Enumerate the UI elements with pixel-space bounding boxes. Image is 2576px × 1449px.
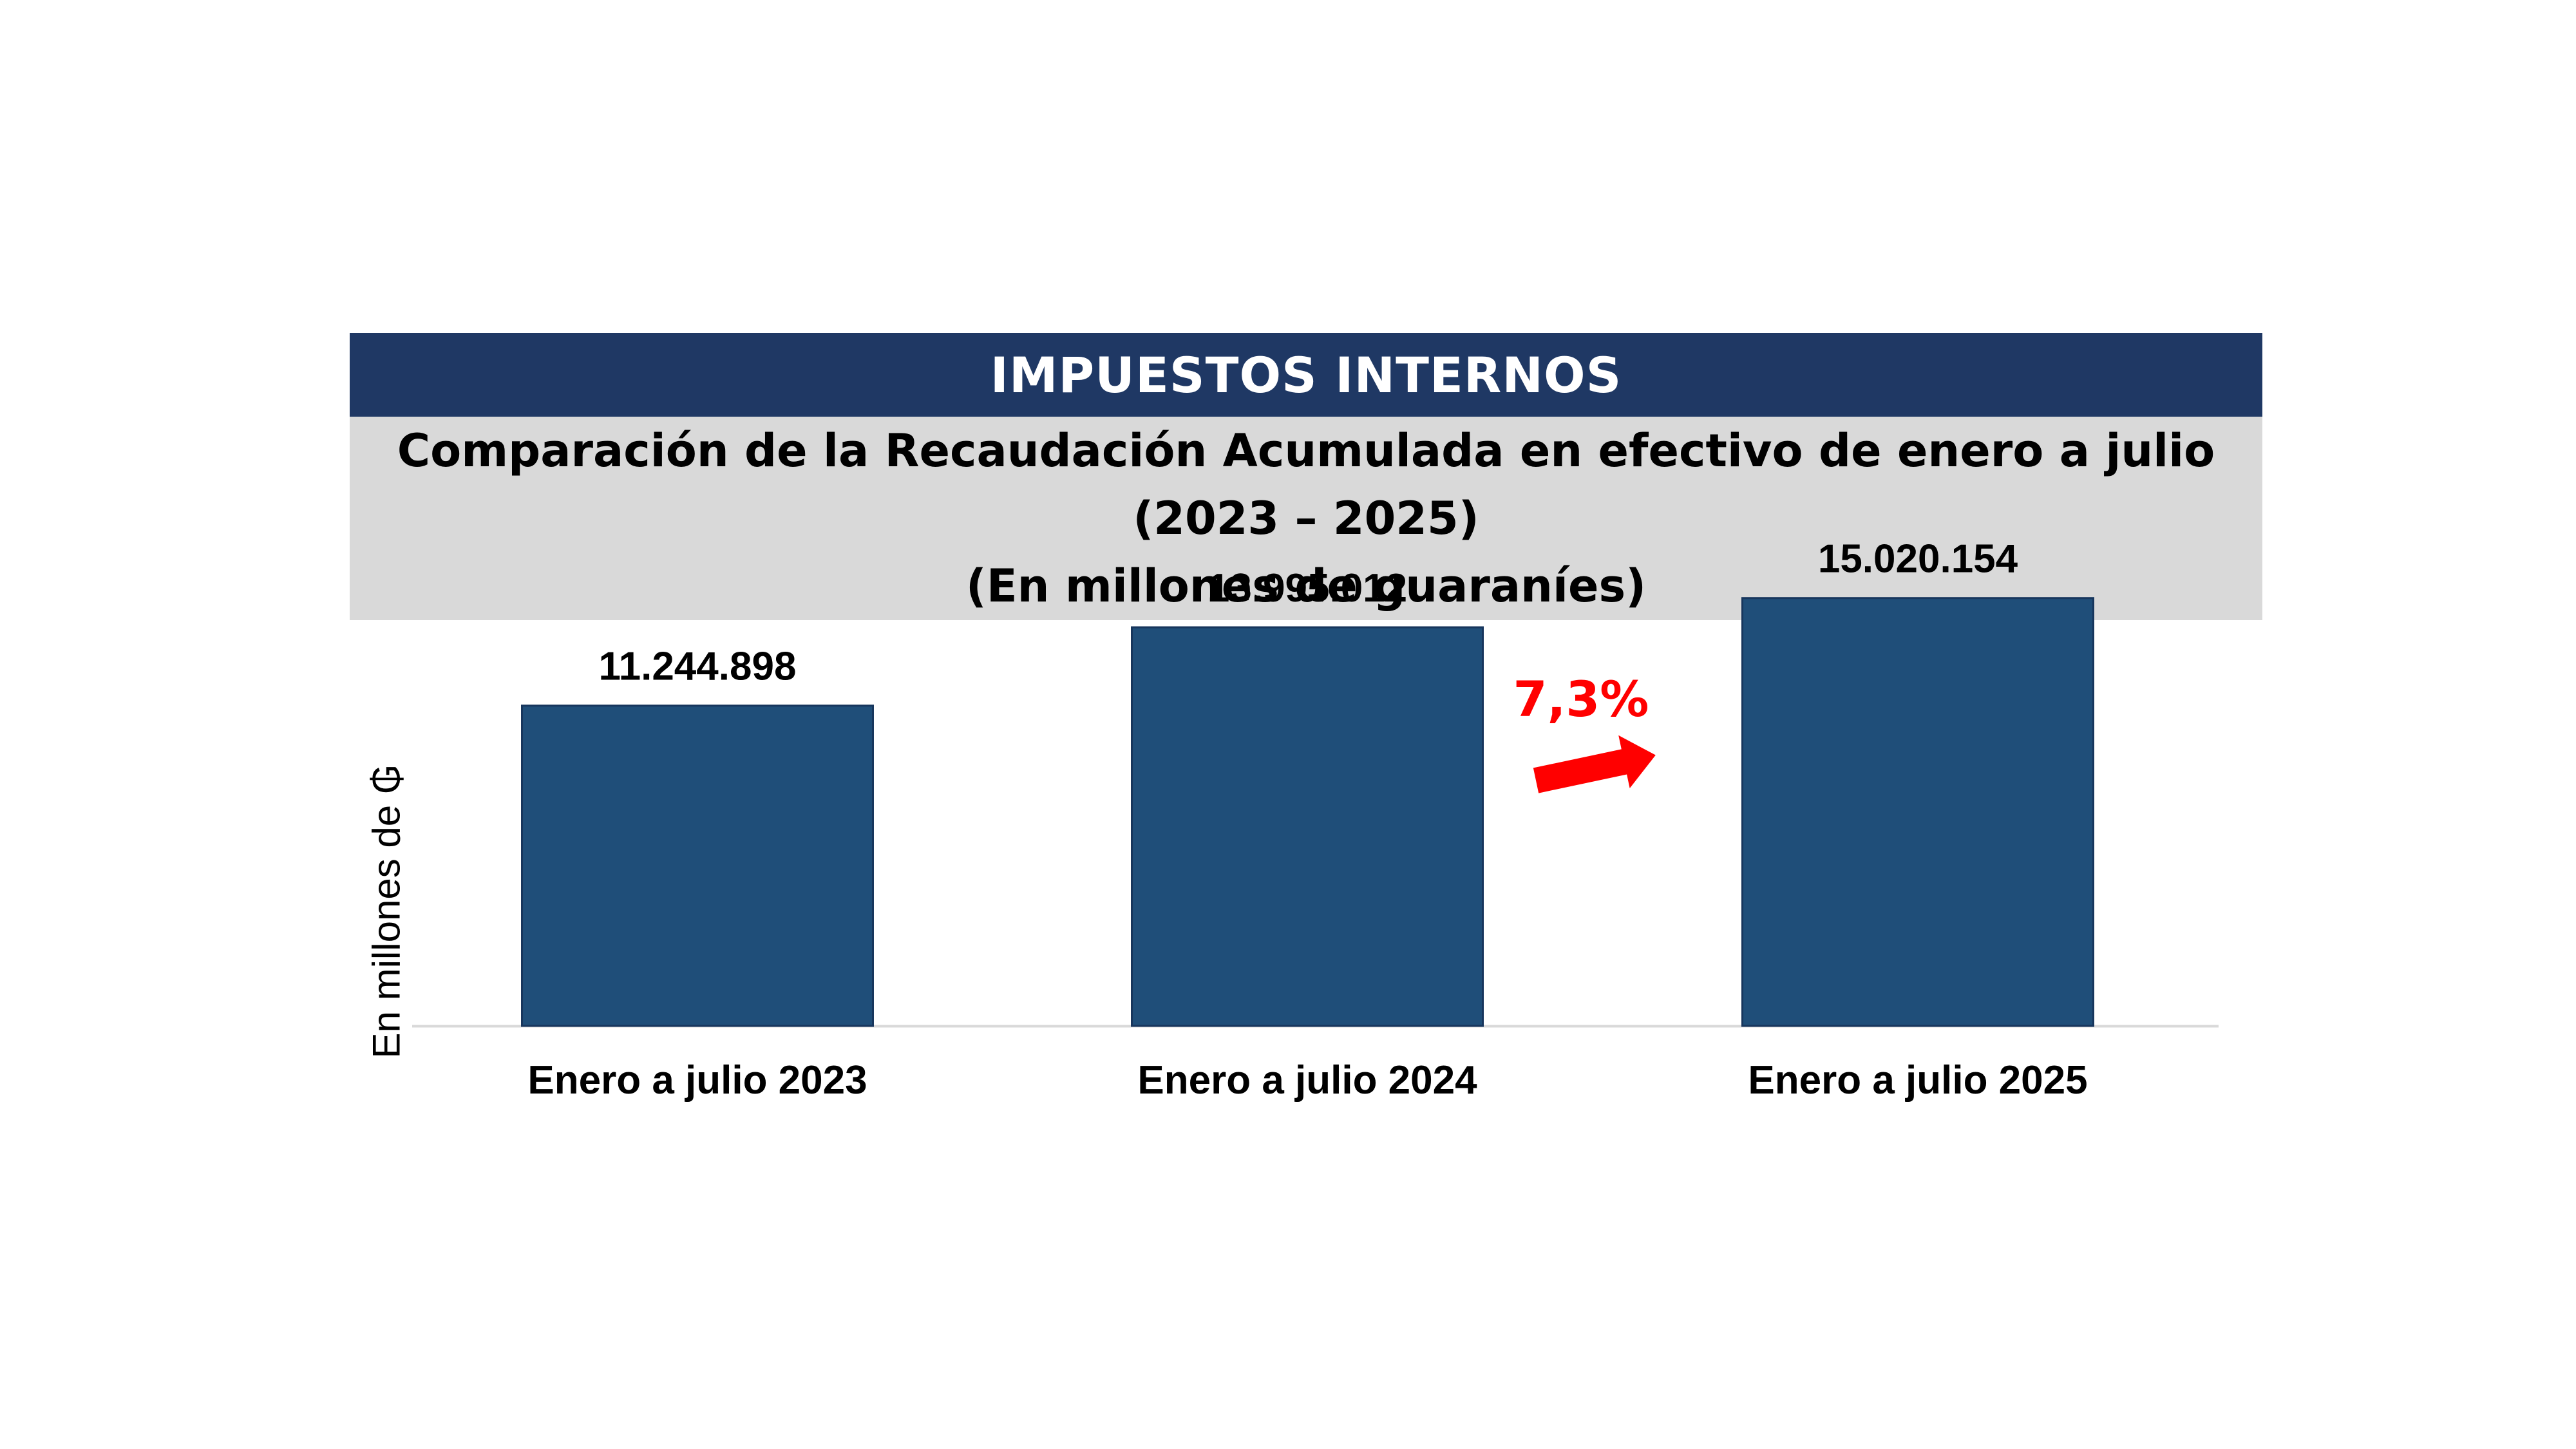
growth-annotation-label: 7,3%	[1513, 670, 1649, 728]
chart-header-title: IMPUESTOS INTERNOS	[350, 333, 2262, 417]
chart-subtitle-box: Comparación de la Recaudación Acumulada …	[350, 417, 2262, 620]
bar-1	[521, 705, 874, 1027]
chart-subtitle-line-1: Comparación de la Recaudación Acumulada …	[397, 424, 2215, 477]
data-label-3: 15.020.154	[1818, 537, 2018, 582]
data-label-2: 13.995.012	[1208, 566, 1407, 611]
bar-2	[1131, 626, 1484, 1027]
bar-3	[1741, 597, 2094, 1027]
category-label-1: Enero a julio 2023	[527, 1058, 867, 1103]
chart-subtitle-line-2: (2023 – 2025)	[1133, 491, 1479, 545]
red-arrow-icon	[1533, 735, 1656, 793]
category-label-3: Enero a julio 2025	[1748, 1058, 2087, 1103]
category-label-2: Enero a julio 2024	[1137, 1058, 1477, 1103]
data-label-1: 11.244.898	[599, 645, 797, 689]
red-arrow-shape	[1533, 735, 1656, 793]
chart-subtitle-line-3: (En millones de guaraníes)	[965, 559, 1647, 612]
